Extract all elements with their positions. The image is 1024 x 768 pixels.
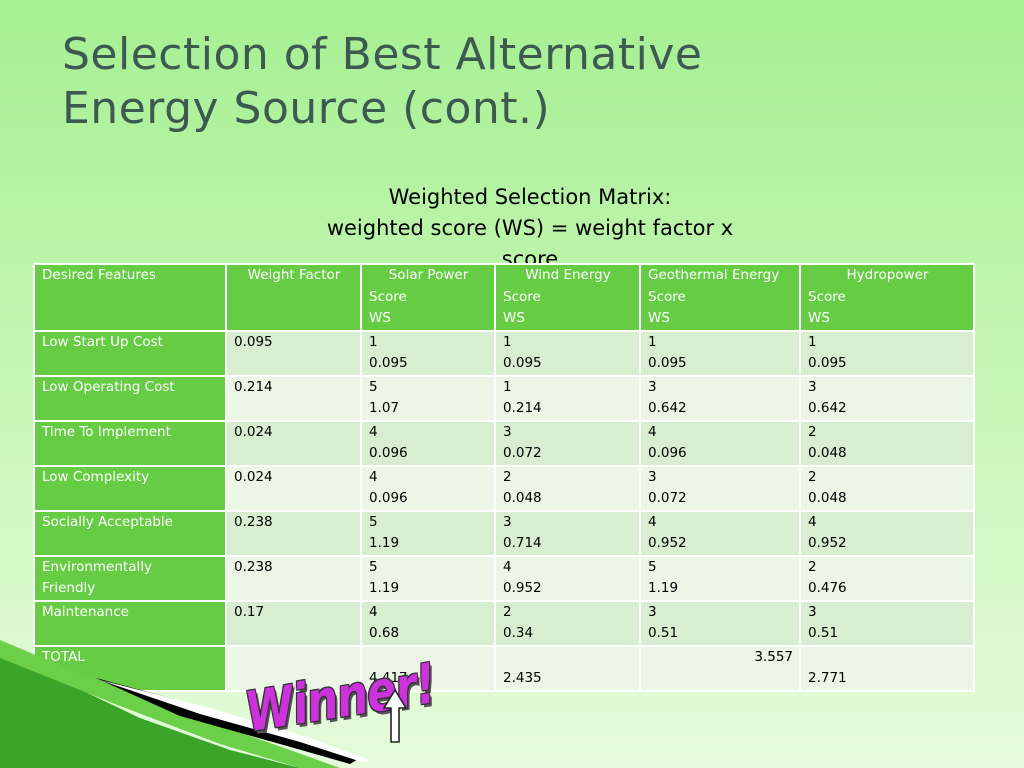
solar-cell: 5 1.19: [360, 509, 496, 557]
table-row: Low Complexity 0.024 4 0.096 2 0.048 3 0.07…: [33, 464, 975, 512]
feature-cell: Environmentally Friendly: [33, 554, 227, 602]
total-wind-cell: 2.435: [494, 644, 641, 692]
solar-cell: 4 0.096: [360, 464, 496, 512]
header-hydropower: Hydropower Score WS: [799, 263, 975, 332]
swoosh-green-band: [0, 648, 300, 768]
feature-cell: Low Complexity: [33, 464, 227, 512]
wind-cell: 2 0.048: [494, 464, 641, 512]
geothermal-cell: 3 0.642: [639, 374, 801, 422]
geothermal-cell: 4 0.096: [639, 419, 801, 467]
wind-cell: 2 0.34: [494, 599, 641, 647]
matrix-caption-line-2: weighted score (WS) = weight factor x: [326, 216, 734, 240]
solar-cell: 4 0.096: [360, 419, 496, 467]
table-header-row: Desired Features Weight Factor Solar Pow…: [33, 263, 975, 332]
total-geothermal-cell: 3.557: [639, 644, 801, 692]
weight-cell: 0.238: [225, 554, 362, 602]
slide-title-line-2: Energy Source (cont.): [62, 83, 551, 134]
table-row: Maintenance 0.17 4 0.68 2 0.34 3 0.51 3 0.51: [33, 599, 975, 647]
solar-cell: 1 0.095: [360, 329, 496, 377]
solar-cell: 4 0.68: [360, 599, 496, 647]
matrix-caption-line-1: Weighted Selection Matrix:: [388, 185, 672, 209]
header-weight-factor: Weight Factor: [225, 263, 362, 332]
feature-cell: Low Start Up Cost: [33, 329, 227, 377]
geothermal-cell: 3 0.072: [639, 464, 801, 512]
up-arrow-icon: [383, 689, 407, 743]
weight-cell: 0.024: [225, 419, 362, 467]
matrix-caption: Weighted Selection Matrix: weighted scor…: [270, 182, 790, 275]
geothermal-cell: 4 0.952: [639, 509, 801, 557]
feature-cell: Maintenance: [33, 599, 227, 647]
solar-cell: 5 1.19: [360, 554, 496, 602]
hydro-cell: 3 0.642: [799, 374, 975, 422]
header-solar-power: Solar Power Score WS: [360, 263, 496, 332]
total-hydro-cell: 2.771: [799, 644, 975, 692]
wind-cell: 3 0.714: [494, 509, 641, 557]
header-wind-energy: Wind Energy Score WS: [494, 263, 641, 332]
wind-cell: 1 0.095: [494, 329, 641, 377]
geothermal-cell: 3 0.51: [639, 599, 801, 647]
swoosh-white-line: [100, 680, 370, 763]
hydro-cell: 1 0.095: [799, 329, 975, 377]
table-row: Environmentally Friendly 0.238 5 1.19 4 0.9…: [33, 554, 975, 602]
geothermal-cell: 1 0.095: [639, 329, 801, 377]
feature-cell: Low Operating Cost: [33, 374, 227, 422]
hydro-cell: 2 0.048: [799, 464, 975, 512]
hydro-cell: 2 0.048: [799, 419, 975, 467]
slide-title-line-1: Selection of Best Alternative: [62, 29, 703, 80]
header-desired-features: Desired Features: [33, 263, 227, 332]
decorative-swoosh: [0, 640, 370, 768]
feature-cell: Socially Acceptable: [33, 509, 227, 557]
weight-cell: 0.024: [225, 464, 362, 512]
wind-cell: 1 0.214: [494, 374, 641, 422]
geothermal-cell: 5 1.19: [639, 554, 801, 602]
weighted-selection-matrix: Desired Features Weight Factor Solar Pow…: [33, 263, 975, 692]
total-solar-cell: 4.417: [360, 644, 496, 692]
wind-cell: 4 0.952: [494, 554, 641, 602]
weight-cell: 0.238: [225, 509, 362, 557]
hydro-cell: 3 0.51: [799, 599, 975, 647]
weight-cell: 0.17: [225, 599, 362, 647]
table-row: Socially Acceptable 0.238 5 1.19 3 0.714 4…: [33, 509, 975, 557]
wind-cell: 3 0.072: [494, 419, 641, 467]
total-label-cell: TOTAL: [33, 644, 227, 692]
total-weight-cell: [225, 644, 362, 692]
weight-cell: 0.214: [225, 374, 362, 422]
slide-title: Selection of Best Alternative Energy Sou…: [62, 28, 702, 136]
hydro-cell: 2 0.476: [799, 554, 975, 602]
table-total-row: TOTAL 4.417 2.435 3.557 2.771: [33, 644, 975, 692]
hydro-cell: 4 0.952: [799, 509, 975, 557]
feature-cell: Time To Implement: [33, 419, 227, 467]
solar-cell: 5 1.07: [360, 374, 496, 422]
weight-cell: 0.095: [225, 329, 362, 377]
header-geothermal-energy: Geothermal Energy Score WS: [639, 263, 801, 332]
